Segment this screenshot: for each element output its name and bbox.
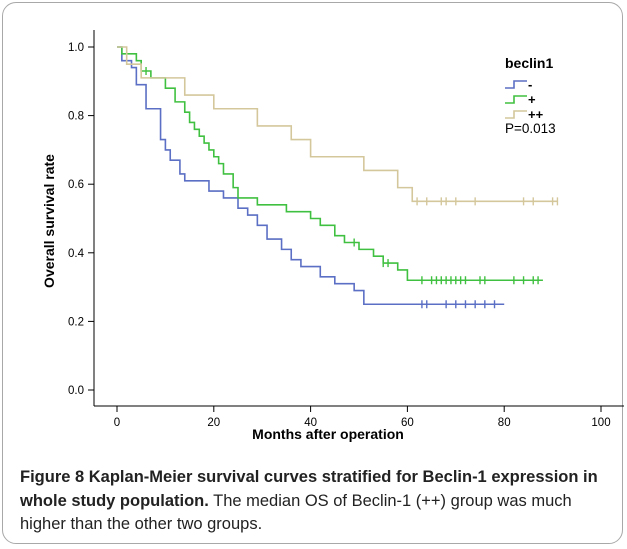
y-tick-label: 0.4	[68, 248, 85, 260]
x-tick-label: 20	[207, 417, 220, 429]
survival-curve	[117, 46, 558, 203]
y-tick-label: 1.0	[68, 42, 84, 54]
legend-swatch	[505, 95, 527, 104]
x-tick-label: 100	[591, 417, 610, 429]
y-tick-label: 0.0	[68, 385, 84, 397]
figure-caption: Figure 8 Kaplan-Meier survival curves st…	[20, 466, 620, 537]
x-tick-label: 80	[498, 417, 511, 429]
x-axis-label: Months after operation	[252, 426, 404, 442]
legend-label: -	[528, 77, 532, 92]
y-axis-label: Overall survival rate	[41, 154, 57, 288]
survival-curve	[117, 46, 505, 306]
x-tick-label: 40	[304, 417, 317, 429]
y-tick-label: 0.8	[68, 111, 84, 123]
y-tick-label: 0.2	[68, 316, 84, 328]
survival-curve	[117, 46, 543, 282]
chart-axes: 0.0 0.2 0.4 0.6 0.8 1.0 0 20 40 60 80 100	[68, 30, 624, 429]
legend-swatch	[505, 110, 527, 119]
legend-swatch	[505, 80, 527, 89]
caption-text: The median OS of Beclin-1 (++) group was…	[20, 491, 572, 534]
legend-label: +	[528, 92, 536, 107]
figure-frame	[2, 2, 623, 544]
chart-legend: beclin1-+++P=0.013	[505, 55, 556, 136]
chart-series	[117, 46, 559, 309]
legend-label: ++	[528, 107, 544, 122]
p-value-annotation: P=0.013	[505, 121, 556, 136]
caption-title: Figure 8 Kaplan-Meier survival curves st…	[20, 468, 598, 510]
y-tick-label: 0.6	[68, 179, 84, 191]
legend-title: beclin1	[505, 55, 553, 71]
survival-chart: 0.00.20.40.60.81.00 20 40 60 80 100 beclin1-+…	[41, 30, 624, 442]
x-tick-label: 0	[114, 417, 120, 429]
x-tick-label: 60	[401, 417, 414, 429]
